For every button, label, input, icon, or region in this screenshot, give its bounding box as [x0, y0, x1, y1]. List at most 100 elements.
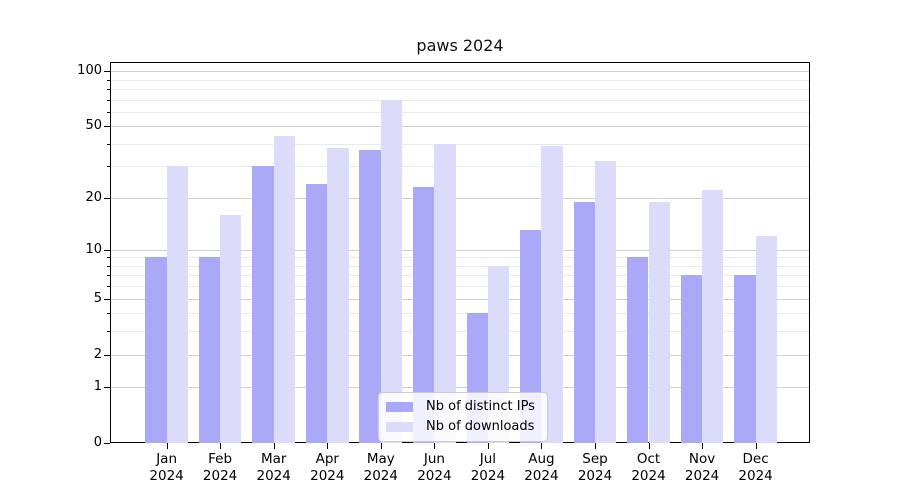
- xtick-line: Nov: [688, 451, 716, 467]
- ytick-minor-mark-7: [107, 275, 110, 277]
- xtick-mark-aug: [541, 443, 543, 449]
- bar-nb-of-distinct-ips-nov: [680, 275, 703, 443]
- ytick-mark-5: [104, 298, 110, 300]
- gridline-minor-90: [111, 79, 809, 81]
- ytick-mark-20: [104, 197, 110, 199]
- legend-swatch-distinct-ips: [386, 402, 413, 412]
- xtick-label-sep: Sep 2024: [565, 451, 625, 485]
- ytick-mark-2: [104, 354, 110, 356]
- gridline-minor-7: [111, 275, 809, 277]
- ytick-label-50: 50: [85, 118, 102, 134]
- xtick-line: Oct: [636, 451, 661, 467]
- legend-item-distinct-ips: Nb of distinct IPs: [386, 399, 535, 415]
- ytick-label-100: 100: [77, 63, 102, 78]
- xtick-mark-mar: [273, 443, 275, 449]
- ytick-minor-mark-4: [107, 313, 110, 315]
- xtick-line: Apr: [315, 451, 339, 467]
- bar-nb-of-distinct-ips-aug: [520, 230, 542, 443]
- bar-nb-of-distinct-ips-may: [359, 149, 381, 443]
- xtick-line: 2024: [310, 468, 345, 484]
- ytick-minor-mark-60: [107, 111, 110, 113]
- gridline-minor-3: [111, 331, 809, 333]
- bar-nb-of-downloads-dec: [755, 236, 777, 443]
- xtick-label-aug: Aug 2024: [511, 451, 571, 485]
- bar-nb-of-downloads-apr: [327, 147, 349, 443]
- ytick-label-20: 20: [85, 189, 102, 205]
- ytick-mark-0: [104, 443, 110, 444]
- bar-nb-of-distinct-ips-oct: [627, 257, 649, 443]
- xtick-line: 2024: [684, 468, 720, 484]
- xtick-mark-may: [380, 443, 382, 449]
- gridline-minor-30: [111, 166, 809, 168]
- xtick-label-jan: Jan 2024: [137, 451, 197, 485]
- xtick-label-mar: Mar 2024: [244, 451, 304, 485]
- gridline-10: [111, 249, 809, 251]
- ytick-mark-10: [104, 249, 110, 251]
- xtick-mark-feb: [220, 443, 222, 449]
- xtick-label-dec: Dec 2024: [726, 451, 786, 485]
- plot-area: [110, 62, 810, 443]
- gridline-2: [111, 354, 809, 356]
- ytick-minor-mark-90: [107, 79, 110, 81]
- bar-nb-of-downloads-may: [380, 99, 403, 443]
- ytick-minor-mark-40: [107, 143, 110, 145]
- legend-label-distinct-ips: Nb of distinct IPs: [426, 399, 535, 414]
- gridline-20: [111, 197, 809, 199]
- ytick-label-2: 2: [93, 346, 102, 362]
- xtick-label-apr: Apr 2024: [297, 451, 357, 485]
- bar-nb-of-distinct-ips-mar: [252, 166, 274, 443]
- xtick-line: Sep: [582, 451, 608, 467]
- xtick-label-jul: Jul 2024: [458, 451, 518, 485]
- xtick-mark-sep: [595, 443, 596, 449]
- xtick-line: 2024: [363, 468, 398, 484]
- legend-item-downloads: Nb of downloads: [386, 419, 535, 435]
- xtick-line: 2024: [577, 468, 613, 484]
- ytick-minor-mark-80: [107, 88, 110, 90]
- ytick-mark-50: [104, 126, 110, 128]
- ytick-minor-mark-8: [107, 265, 110, 267]
- xtick-line: 2024: [524, 468, 559, 484]
- bar-nb-of-distinct-ips-sep: [573, 201, 595, 443]
- ytick-minor-mark-3: [107, 331, 110, 333]
- xtick-line: 2024: [417, 468, 452, 484]
- xtick-mark-nov: [702, 443, 704, 449]
- xtick-line: Aug: [528, 451, 555, 467]
- ytick-minor-mark-70: [107, 99, 110, 101]
- bar-nb-of-downloads-nov: [702, 190, 724, 443]
- xtick-line: 2024: [470, 468, 506, 484]
- legend-swatch-downloads: [386, 422, 413, 432]
- gridline-5: [111, 298, 809, 300]
- gridline-minor-60: [111, 111, 809, 113]
- ytick-minor-mark-9: [107, 257, 110, 259]
- xtick-line: Jul: [479, 451, 497, 467]
- xtick-mark-oct: [648, 443, 650, 449]
- ytick-label-5: 5: [93, 290, 102, 306]
- xtick-line: 2024: [149, 468, 184, 484]
- gridline-minor-9: [111, 257, 809, 259]
- gridline-minor-4: [111, 313, 809, 315]
- ytick-mark-100: [104, 71, 110, 72]
- ytick-mark-1: [104, 387, 110, 389]
- xtick-line: Mar: [260, 451, 287, 467]
- ytick-minor-mark-6: [107, 286, 110, 288]
- bar-nb-of-distinct-ips-jun: [413, 186, 435, 443]
- gridline-minor-40: [111, 143, 809, 145]
- gridline-50: [111, 126, 809, 128]
- xtick-line: May: [366, 451, 395, 467]
- xtick-line: Jun: [423, 451, 445, 467]
- gridline-100: [111, 71, 809, 72]
- xtick-line: 2024: [738, 468, 773, 484]
- xtick-line: Feb: [208, 451, 233, 467]
- gridline-minor-70: [111, 99, 809, 101]
- xtick-label-feb: Feb 2024: [190, 451, 250, 485]
- bar-nb-of-distinct-ips-apr: [305, 183, 328, 443]
- xtick-label-jun: Jun 2024: [404, 451, 464, 485]
- bar-nb-of-downloads-aug: [541, 145, 563, 443]
- xtick-mark-jan: [166, 443, 168, 449]
- xtick-label-may: May 2024: [351, 451, 411, 485]
- bar-nb-of-downloads-oct: [648, 201, 670, 443]
- xtick-label-nov: Nov 2024: [672, 451, 732, 485]
- chart-title: paws 2024: [416, 36, 504, 55]
- bar-nb-of-downloads-jun: [434, 143, 456, 443]
- legend-label-downloads: Nb of downloads: [426, 419, 535, 434]
